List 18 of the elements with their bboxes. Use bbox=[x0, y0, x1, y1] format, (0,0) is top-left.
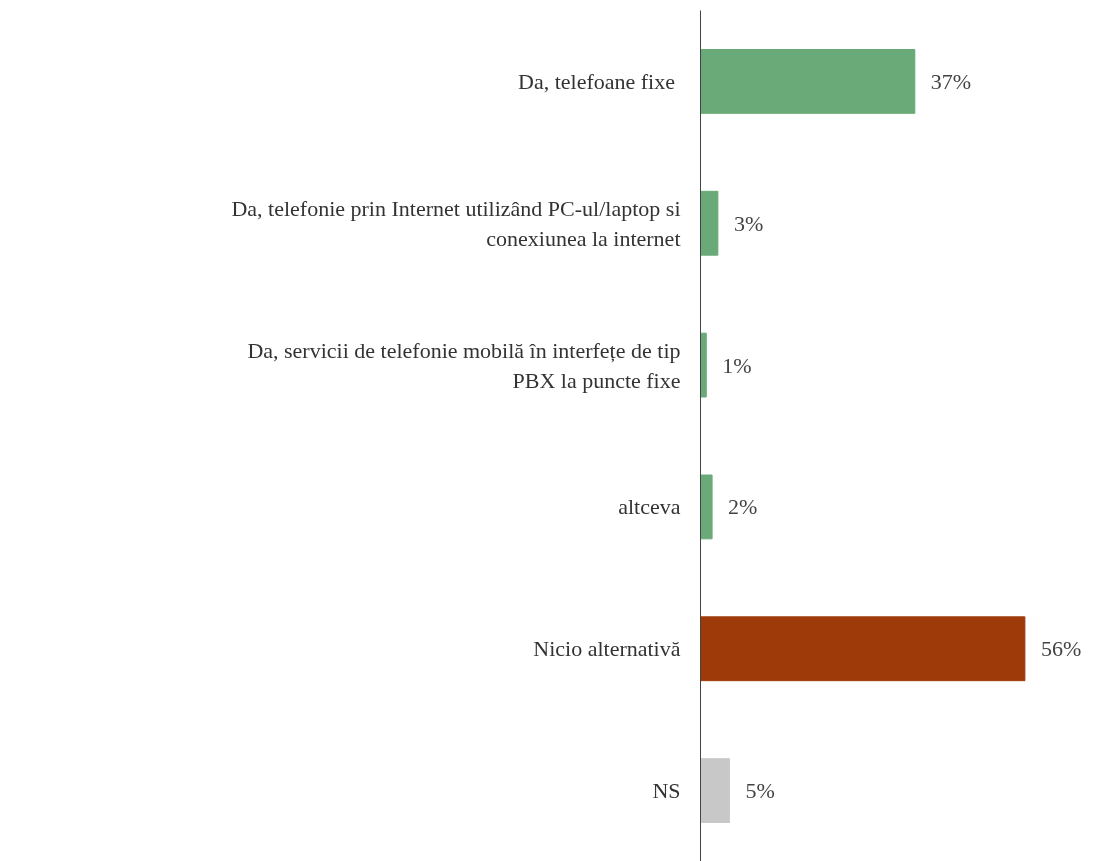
data-label: 5% bbox=[745, 778, 775, 804]
y-tick-label: Nicio alternativă bbox=[533, 636, 681, 662]
y-tick-label: Da, telefonie prin Internet utilizând PC-ul/laptop si conexiunea la internet bbox=[231, 195, 681, 251]
bar bbox=[700, 474, 713, 540]
data-label: 56% bbox=[1040, 636, 1082, 662]
y-tick-label: Da, telefoane fixe bbox=[518, 68, 675, 94]
bar bbox=[700, 758, 730, 823]
bar bbox=[700, 332, 707, 398]
data-label: 1% bbox=[722, 352, 752, 378]
data-label: 3% bbox=[733, 210, 764, 236]
bar bbox=[700, 190, 719, 256]
y-tick-label: NS bbox=[652, 778, 681, 804]
bar bbox=[700, 616, 1026, 682]
y-tick-label: altceva bbox=[618, 494, 681, 520]
bar bbox=[700, 49, 916, 114]
data-label: 2% bbox=[728, 494, 758, 520]
data-label: 37% bbox=[930, 68, 972, 94]
y-tick-label: Da, servicii de telefonie mobilă în interfețe de tip PBX la puncte fixe bbox=[247, 337, 681, 393]
